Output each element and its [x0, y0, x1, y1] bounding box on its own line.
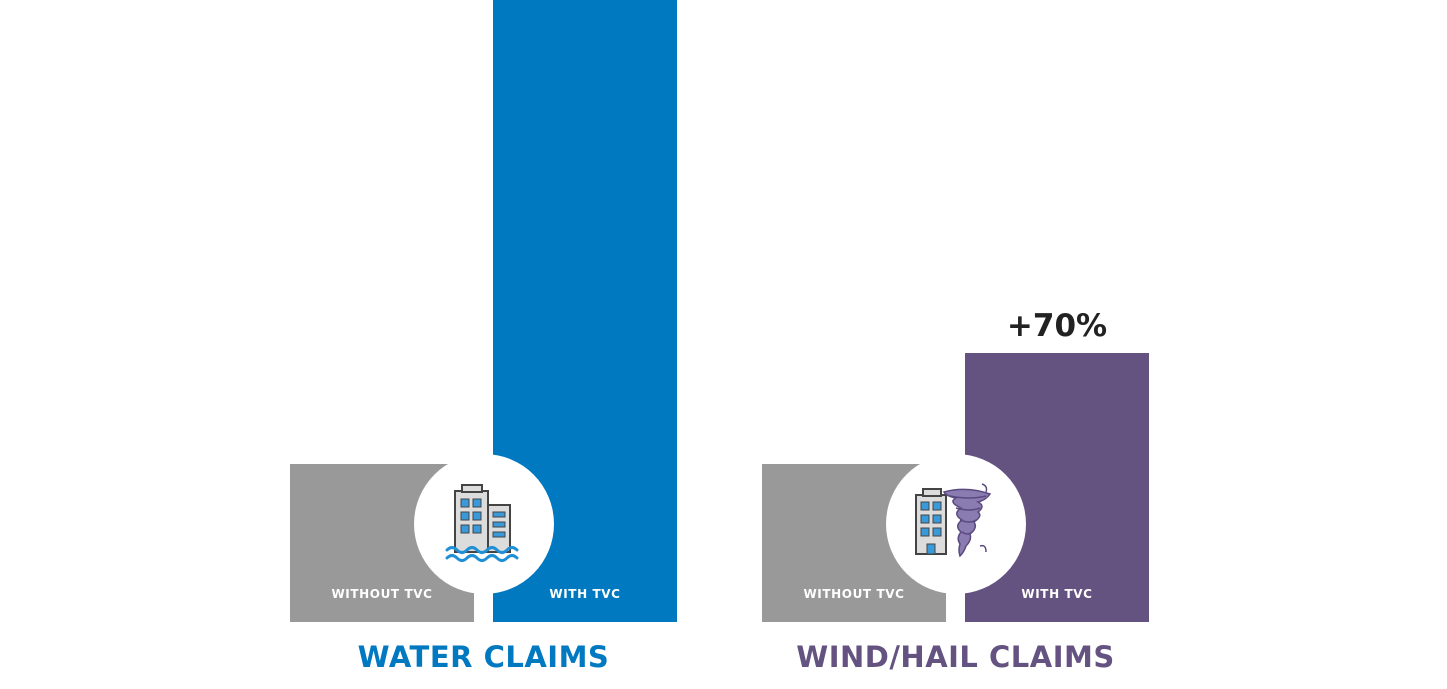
building-tornado-icon: [914, 483, 991, 558]
wind-hail-claims-change-label: +70%: [1006, 308, 1108, 345]
wind-hail-claims-title: WIND/HAIL CLAIMS: [796, 640, 1115, 674]
bar-label: WITHOUT TVC: [331, 587, 433, 601]
water-claims-title: WATER CLAIMS: [357, 640, 610, 674]
bar-label: WITH TVC: [1021, 586, 1093, 601]
water-claims-icon-badge: [413, 454, 554, 594]
wind-hail-claims-icon-badge: [885, 454, 1026, 594]
building-flood-icon: [445, 484, 518, 562]
bar-label: WITHOUT TVC: [803, 587, 905, 601]
bar-label: WITH TVC: [549, 587, 621, 601]
